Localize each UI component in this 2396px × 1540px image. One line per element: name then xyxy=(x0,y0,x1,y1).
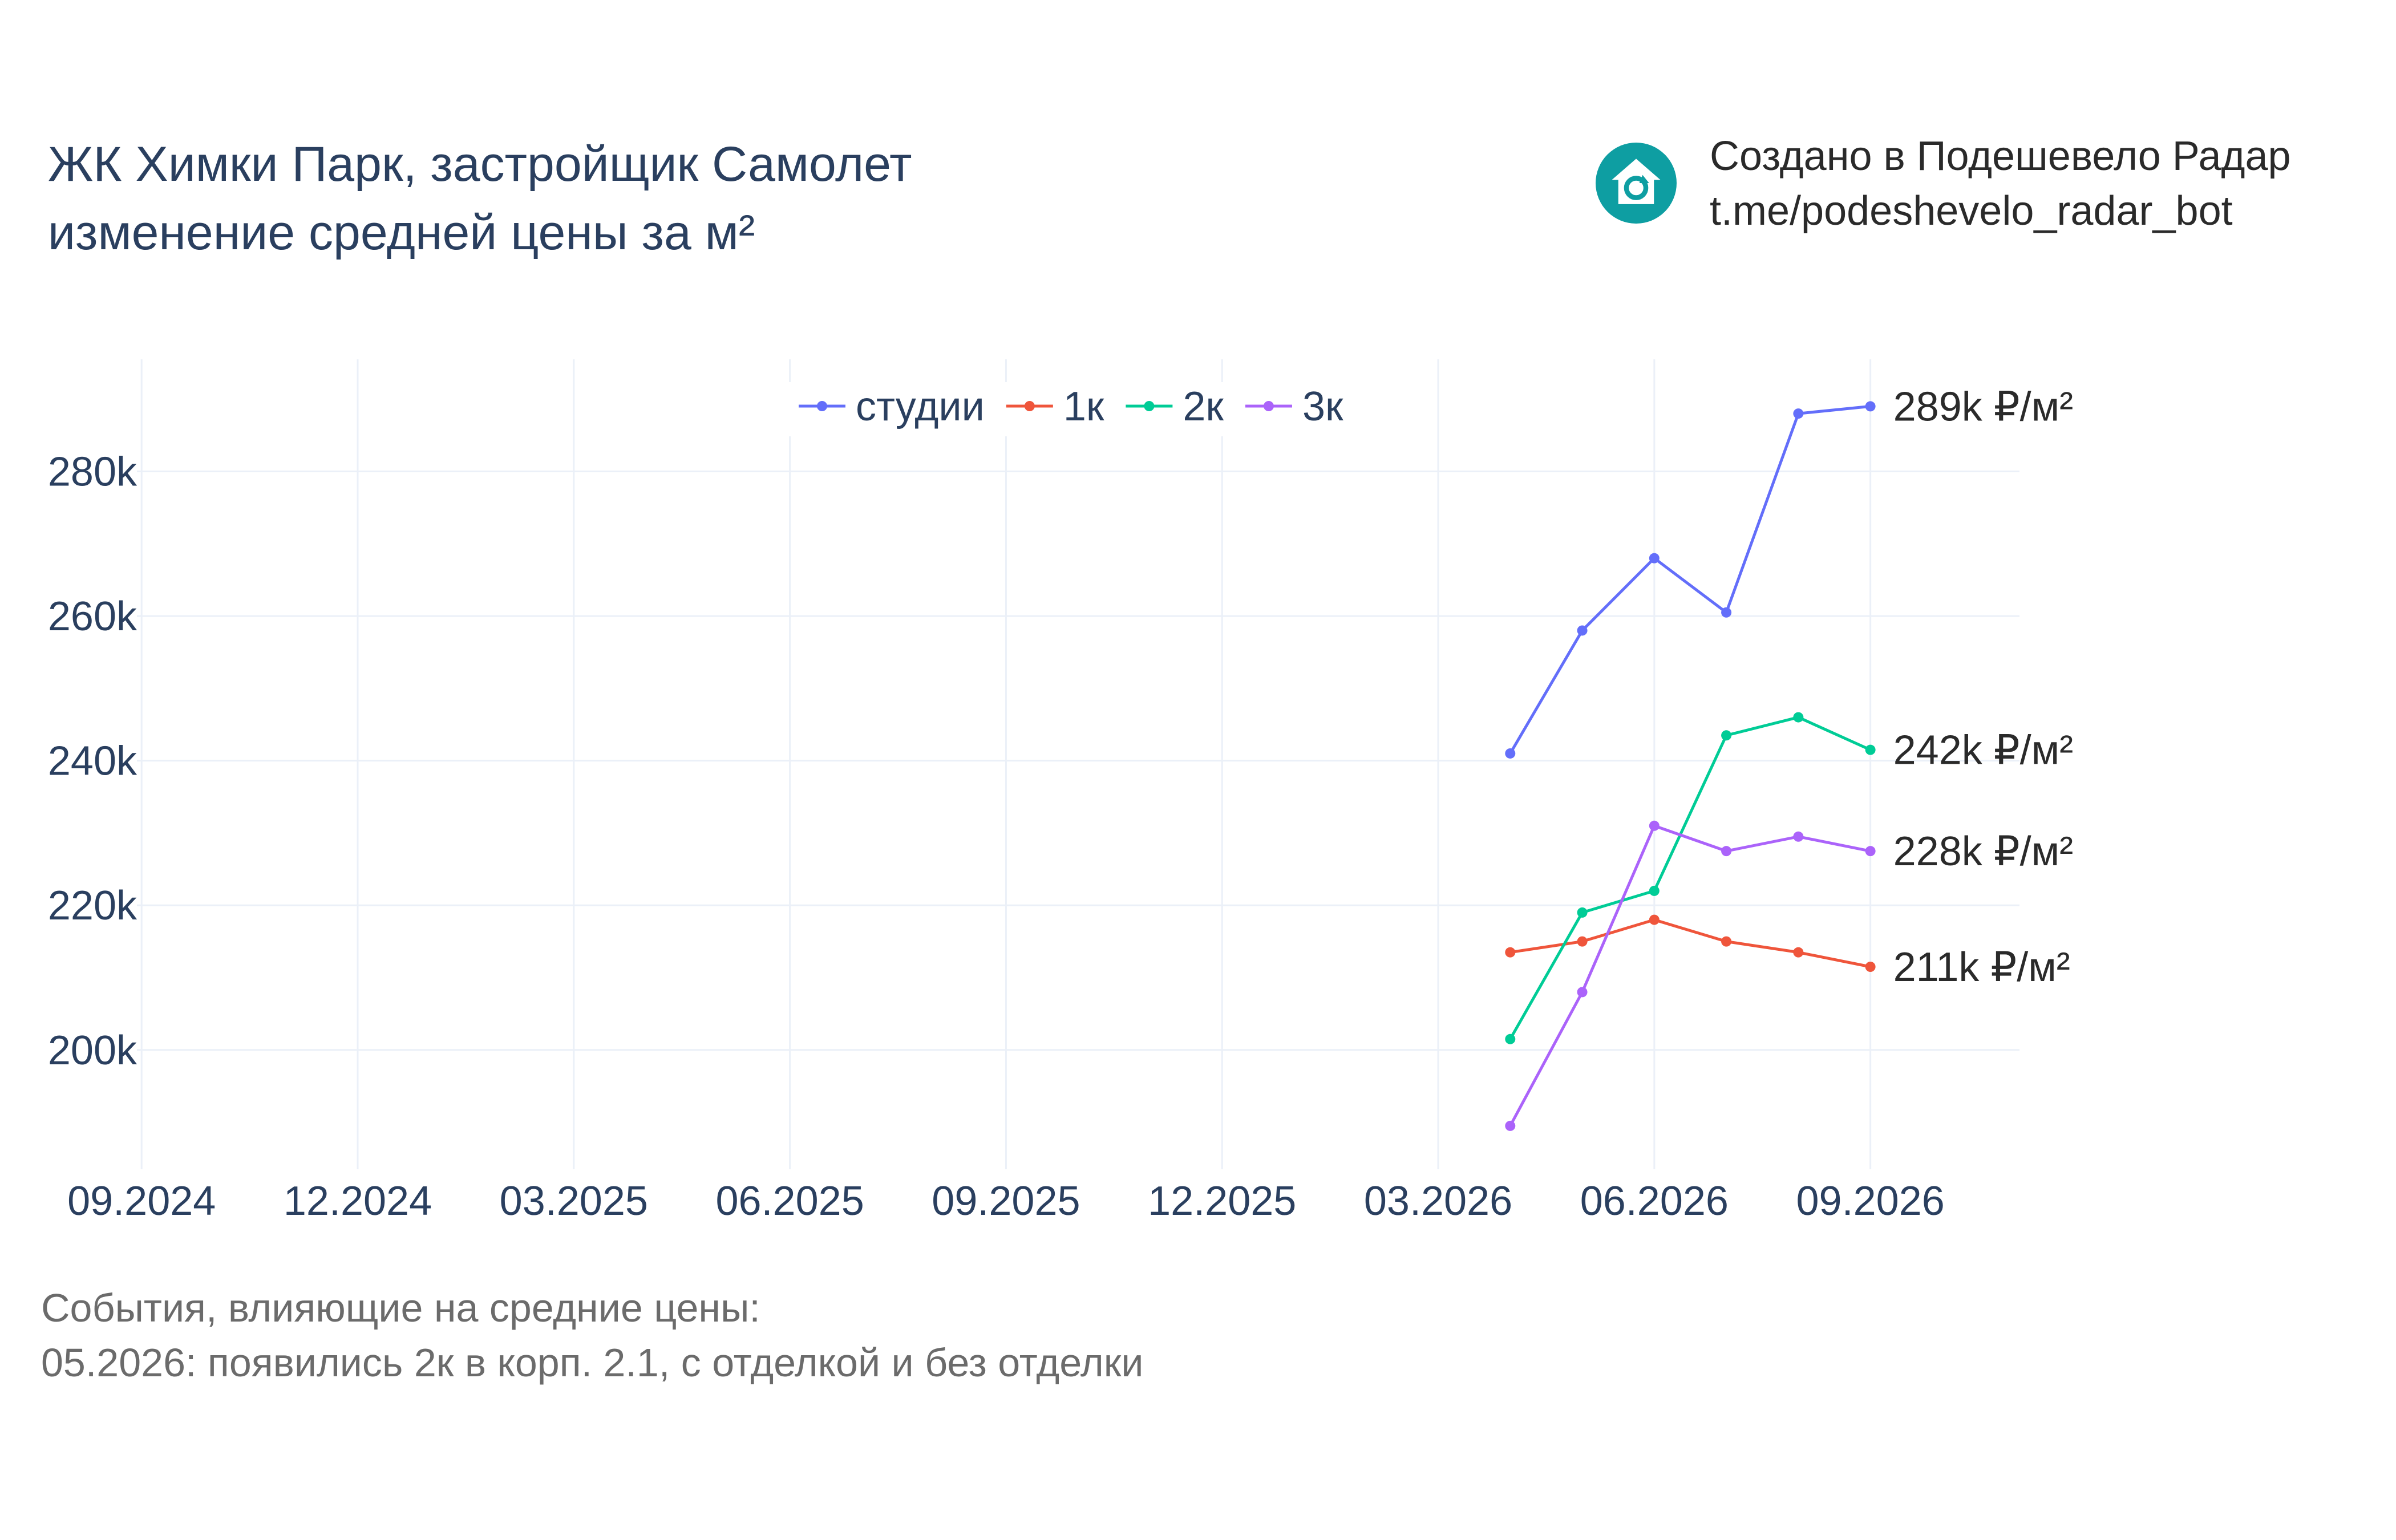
x-axis-ticks: 09.2024 12.2024 03.2025 06.2025 09.2025 12.20… xyxy=(67,1178,1945,1224)
legend: студии 1к 2к 3к xyxy=(787,382,1358,436)
x-tick-label: 03.2025 xyxy=(500,1178,648,1224)
end-label: 289k ₽/м² xyxy=(1893,384,2073,429)
series-line xyxy=(1509,824,1871,1127)
legend-item: студии xyxy=(799,384,985,429)
y-tick-label: 280k xyxy=(48,449,137,495)
branding-line-1: Создано в Подешевело Радар xyxy=(1710,133,2291,179)
events-note: События, влияющие на средние цены: 05.20… xyxy=(41,1280,1143,1390)
legend-item: 2к xyxy=(1126,384,1224,429)
title-line-1: ЖК Химки Парк, застройщик Самолет xyxy=(48,137,912,192)
data-point xyxy=(1649,820,1660,831)
legend-marker xyxy=(1263,401,1274,411)
y-tick-label: 200k xyxy=(48,1028,137,1073)
data-point xyxy=(1577,936,1588,947)
legend-marker xyxy=(1024,401,1035,411)
data-point xyxy=(1577,987,1588,998)
data-point xyxy=(1865,962,1876,972)
data-point xyxy=(1865,846,1876,857)
series-1 xyxy=(1505,914,1876,972)
series-0 xyxy=(1505,401,1876,759)
branding: Создано в Подешевело Радар t.me/podeshev… xyxy=(1710,129,2291,238)
data-point xyxy=(1793,712,1804,723)
end-label: 211k ₽/м² xyxy=(1893,945,2070,990)
end-label: 228k ₽/м² xyxy=(1893,829,2073,874)
branding-link[interactable]: t.me/podeshevelo_radar_bot xyxy=(1710,188,2233,234)
data-point xyxy=(1505,748,1516,759)
x-tick-label: 03.2026 xyxy=(1364,1178,1512,1224)
grid-lines xyxy=(137,359,2019,1169)
legend-label: 1к xyxy=(1063,384,1104,429)
data-point xyxy=(1649,914,1660,925)
data-point xyxy=(1505,1034,1516,1044)
data-point xyxy=(1793,947,1804,958)
end-labels: 289k ₽/м² 211k ₽/м² 242k ₽/м² 228k ₽/м² xyxy=(1893,384,2073,990)
series-line xyxy=(1509,918,1871,968)
data-point xyxy=(1865,744,1876,755)
y-tick-label: 220k xyxy=(48,883,137,929)
events-heading: События, влияющие на средние цены: xyxy=(41,1286,760,1330)
x-tick-label: 09.2025 xyxy=(932,1178,1080,1224)
legend-label: 3к xyxy=(1302,384,1343,429)
data-point xyxy=(1505,1120,1516,1131)
data-point xyxy=(1793,408,1804,419)
legend-background xyxy=(787,382,1358,436)
data-point xyxy=(1577,907,1588,918)
chart-title: ЖК Химки Парк, застройщик Самолет измене… xyxy=(48,130,912,267)
series-lines xyxy=(1505,401,1876,1131)
data-point xyxy=(1721,730,1732,741)
y-tick-label: 240k xyxy=(48,739,137,784)
legend-marker xyxy=(817,401,827,411)
x-tick-label: 12.2024 xyxy=(284,1178,432,1224)
y-tick-label: 260k xyxy=(48,594,137,639)
data-point xyxy=(1649,553,1660,564)
series-line xyxy=(1509,716,1871,1040)
legend-label: студии xyxy=(856,384,985,429)
title-line-2: изменение средней цены за м² xyxy=(48,205,755,260)
end-label: 242k ₽/м² xyxy=(1893,728,2073,773)
x-tick-label: 09.2024 xyxy=(67,1178,216,1224)
event-item: 05.2026: появились 2к в корп. 2.1, с отд… xyxy=(41,1340,1144,1385)
x-tick-label: 12.2025 xyxy=(1148,1178,1296,1224)
legend-item: 1к xyxy=(1006,384,1104,429)
x-tick-label: 09.2026 xyxy=(1796,1178,1944,1224)
x-tick-label: 06.2026 xyxy=(1580,1178,1729,1224)
legend-item: 3к xyxy=(1245,384,1343,429)
legend-marker xyxy=(1144,401,1155,411)
data-point xyxy=(1865,401,1876,412)
legend-label: 2к xyxy=(1183,384,1224,429)
series-3 xyxy=(1505,820,1876,1131)
data-point xyxy=(1721,607,1732,618)
data-point xyxy=(1505,947,1516,958)
house-refresh-icon xyxy=(1596,143,1677,224)
x-tick-label: 06.2025 xyxy=(715,1178,864,1224)
y-axis-ticks: 200k 220k 240k 260k 280k xyxy=(48,449,137,1073)
data-point xyxy=(1721,936,1732,947)
data-point xyxy=(1649,885,1660,896)
series-line xyxy=(1509,404,1871,755)
data-point xyxy=(1721,846,1732,857)
series-2 xyxy=(1505,712,1876,1044)
data-point xyxy=(1577,625,1588,636)
data-point xyxy=(1793,831,1804,842)
